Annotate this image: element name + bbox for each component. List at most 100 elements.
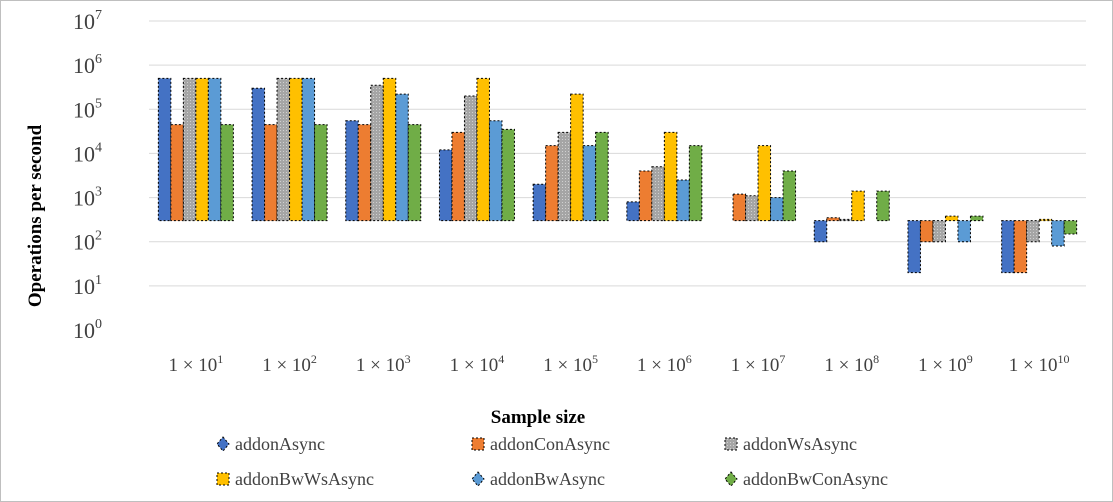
bar-addonAsync-4 xyxy=(438,149,453,222)
bar-addonBwAsync-2 xyxy=(301,77,316,222)
y-tick-label: 105 xyxy=(73,96,102,122)
bar-addonConAsync-6 xyxy=(638,170,653,222)
bar-addonWsAsync-6 xyxy=(651,166,665,222)
bar-addonConAsync-3 xyxy=(357,124,372,222)
bar-addonBwWsAsync-4 xyxy=(476,77,490,222)
y-tick-base: 10 xyxy=(73,53,95,78)
bar-addonBwWsAsync-10 xyxy=(1038,218,1053,222)
x-tick-prefix: 1 × 10 xyxy=(824,355,873,376)
y-tick-exp: 3 xyxy=(95,185,102,200)
x-tick-exp: 2 xyxy=(311,352,317,366)
bar-addonBwWsAsync-5 xyxy=(570,93,584,222)
bar-addonAsync-9 xyxy=(907,220,921,274)
bar-addonConAsync-4 xyxy=(451,131,465,222)
y-tick-exp: 0 xyxy=(95,317,102,332)
bar-addonBwAsync-10 xyxy=(1051,220,1065,247)
y-tick-exp: 1 xyxy=(95,273,102,288)
bar-addonAsync-5 xyxy=(532,183,547,222)
bar-addonBwAsync-3 xyxy=(395,93,409,222)
bar-addonWsAsync-9 xyxy=(932,220,946,243)
y-tick-label: 106 xyxy=(73,52,102,78)
bar-addonAsync-10 xyxy=(1001,220,1015,274)
bar-addonConAsync-9 xyxy=(919,220,934,243)
bar-addonAsync-2 xyxy=(251,87,266,222)
x-tick-exp: 8 xyxy=(873,352,879,366)
bar-addonBwAsync-7 xyxy=(770,197,784,222)
bar-addonBwWsAsync-7 xyxy=(757,145,772,222)
bar-addonConAsync-10 xyxy=(1013,220,1028,274)
y-tick-base: 10 xyxy=(73,230,95,255)
bar-addonConAsync-1 xyxy=(170,124,184,222)
x-tick-prefix: 1 × 10 xyxy=(543,355,592,376)
y-tick-exp: 2 xyxy=(95,229,102,244)
x-tick-prefix: 1 × 10 xyxy=(918,355,967,376)
bar-addonBwConAsync-3 xyxy=(407,124,422,222)
legend-marker-addonBwConAsync xyxy=(724,471,738,487)
x-tick-exp: 5 xyxy=(592,352,598,366)
y-tick-base: 10 xyxy=(73,318,95,343)
y-axis-title: Operations per second xyxy=(25,124,46,307)
legend-marker-addonBwAsync xyxy=(471,471,485,487)
legend-label-addonBwWsAsync: addonBwWsAsync xyxy=(235,469,374,489)
bar-addonBwConAsync-8 xyxy=(876,190,890,222)
bar-addonAsync-3 xyxy=(345,120,359,222)
x-tick-label: 1 × 107 xyxy=(731,352,786,376)
bar-addonBwConAsync-1 xyxy=(220,124,234,222)
bar-addonBwConAsync-7 xyxy=(782,170,797,222)
x-tick-exp: 3 xyxy=(405,352,411,366)
y-tick-label: 101 xyxy=(73,273,102,299)
x-tick-prefix: 1 × 10 xyxy=(450,355,499,376)
y-tick-base: 10 xyxy=(73,141,95,166)
bar-addonBwAsync-4 xyxy=(488,120,503,222)
bar-addonBwConAsync-9 xyxy=(969,215,984,222)
bar-addonConAsync-5 xyxy=(545,145,559,222)
x-tick-exp: 9 xyxy=(967,352,973,366)
legend-marker-addonAsync xyxy=(216,436,230,452)
x-tick-label: 1 × 109 xyxy=(918,352,973,376)
bar-addonBwWsAsync-3 xyxy=(382,77,397,222)
y-tick-label: 104 xyxy=(73,140,102,166)
bar-addonWsAsync-4 xyxy=(463,95,478,222)
x-tick-label: 1 × 103 xyxy=(356,352,411,376)
x-tick-label: 1 × 108 xyxy=(824,352,879,376)
bar-addonAsync-6 xyxy=(626,201,640,222)
x-tick-exp: 10 xyxy=(1058,352,1070,366)
x-tick-prefix: 1 × 10 xyxy=(262,355,311,376)
bar-addonBwConAsync-4 xyxy=(501,128,515,222)
bar-addonAsync-1 xyxy=(157,77,172,222)
y-tick-exp: 5 xyxy=(95,96,102,111)
x-axis-ticks: 1 × 101 1 × 102 1 × 103 1 × 104 1 × 105 1 × 1… xyxy=(168,352,1069,376)
bar-addonConAsync-2 xyxy=(264,124,278,222)
y-tick-base: 10 xyxy=(73,9,95,34)
bar-addonBwConAsync-10 xyxy=(1063,220,1078,235)
y-tick-label: 102 xyxy=(73,229,102,255)
bar-addonBwWsAsync-6 xyxy=(663,131,678,222)
x-tick-label: 1 × 101 xyxy=(168,352,223,376)
x-axis-title: Sample size xyxy=(491,407,585,428)
x-tick-label: 1 × 105 xyxy=(543,352,598,376)
y-tick-base: 10 xyxy=(73,274,95,299)
bar-addonConAsync-8 xyxy=(826,217,840,222)
bar-addonWsAsync-7 xyxy=(745,195,759,222)
legend-marker-addonWsAsync xyxy=(724,437,738,451)
legend-label-addonBwAsync: addonBwAsync xyxy=(490,469,605,489)
x-tick-label: 1 × 102 xyxy=(262,352,317,376)
y-tick-exp: 6 xyxy=(95,52,102,67)
legend-marker-addonBwWsAsync xyxy=(216,472,230,486)
x-tick-exp: 1 xyxy=(217,352,223,366)
bar-addonWsAsync-1 xyxy=(182,77,197,222)
bar-addonBwConAsync-5 xyxy=(595,131,609,222)
legend-label-addonBwConAsync: addonBwConAsync xyxy=(743,469,888,489)
x-tick-exp: 7 xyxy=(779,352,785,366)
bar-addonWsAsync-3 xyxy=(370,84,384,222)
bar-addonWsAsync-2 xyxy=(276,77,291,222)
bar-addonBwAsync-9 xyxy=(957,220,971,243)
legend-label-addonWsAsync: addonWsAsync xyxy=(743,434,857,454)
x-tick-prefix: 1 × 10 xyxy=(637,355,686,376)
bar-addonConAsync-7 xyxy=(732,193,747,222)
y-tick-label: 100 xyxy=(73,317,102,343)
bar-addonWsAsync-8 xyxy=(838,218,853,222)
